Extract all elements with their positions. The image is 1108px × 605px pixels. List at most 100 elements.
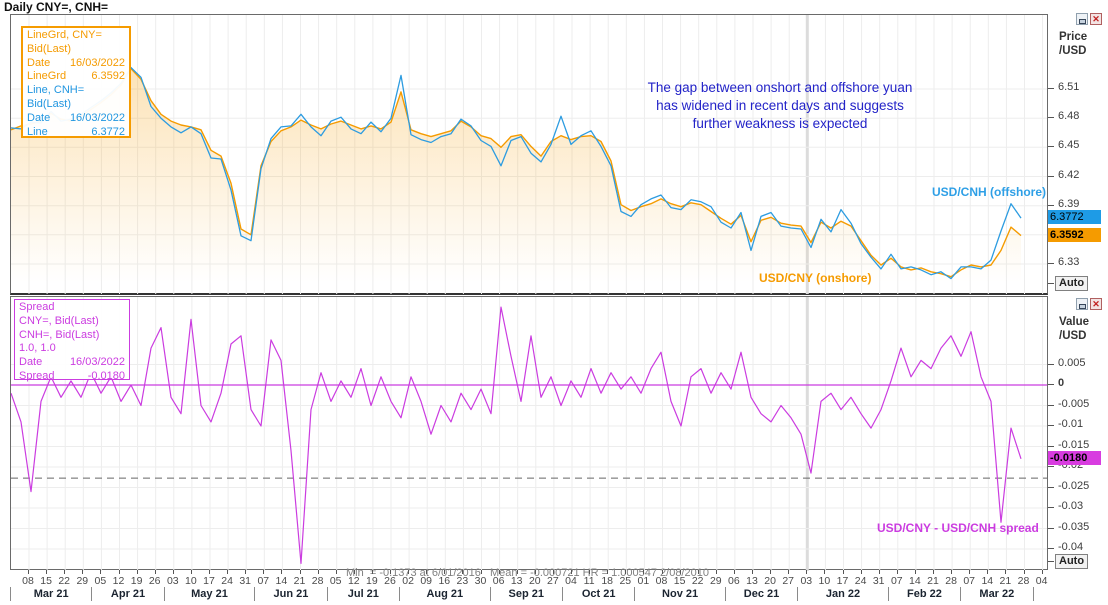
x-tick-mark bbox=[697, 570, 699, 574]
y-axis-label: -0.01 bbox=[1058, 418, 1084, 430]
legend-title: Spread bbox=[19, 301, 55, 313]
y-axis-label: 6.39 bbox=[1058, 197, 1080, 210]
price-chart-svg[interactable] bbox=[11, 15, 1047, 294]
x-day-label: 21 bbox=[293, 575, 306, 587]
x-tick-mark bbox=[100, 570, 102, 574]
x-day-label: 14 bbox=[909, 575, 921, 587]
x-day-label: 13 bbox=[510, 575, 523, 587]
x-tick-mark bbox=[661, 570, 663, 574]
legend-date-value: 16/03/2022 bbox=[69, 56, 125, 69]
x-month-label: Oct 21 bbox=[561, 587, 634, 601]
x-day-label: 28 bbox=[311, 575, 324, 587]
x-day-label: 06 bbox=[728, 575, 740, 587]
chart-title: Daily CNY=, CNH= bbox=[4, 0, 109, 14]
x-tick-mark bbox=[28, 570, 29, 574]
x-day-label: 28 bbox=[1017, 575, 1030, 587]
x-month-label: Dec 21 bbox=[724, 587, 797, 601]
close-panel-button[interactable]: ✕ bbox=[1090, 13, 1102, 25]
x-month-label: Nov 21 bbox=[634, 587, 725, 601]
y-axis-label: 6.51 bbox=[1058, 81, 1080, 93]
spread-legend[interactable]: Spread CNY=, Bid(Last) CNH=, Bid(Last) 1… bbox=[14, 299, 130, 382]
stats-line-1: Min = -0.1373 at 6/01/2016 Mean = -0.000… bbox=[346, 567, 709, 579]
x-day-label: 24 bbox=[221, 575, 233, 587]
legend-input2: CNH=, Bid(Last) bbox=[19, 328, 100, 341]
legend-date-label: Date bbox=[19, 356, 43, 369]
x-day-label: 28 bbox=[945, 575, 957, 587]
legend-value-label: LineGrd bbox=[27, 70, 67, 83]
y-axis-label: 6.42 bbox=[1058, 168, 1080, 181]
x-day-label: 15 bbox=[673, 575, 686, 587]
x-tick-mark bbox=[390, 570, 391, 574]
x-month-label: Sep 21 bbox=[489, 587, 562, 601]
x-tick-mark bbox=[1005, 570, 1007, 574]
x-tick-mark bbox=[788, 570, 790, 574]
axis-tick-mark bbox=[1048, 283, 1054, 284]
chart-annotation: The gap between onshort and offshore yua… bbox=[647, 80, 913, 131]
x-tick-mark bbox=[154, 570, 156, 574]
x-tick-mark bbox=[353, 570, 355, 574]
x-tick-mark bbox=[136, 570, 138, 574]
legend-series-cnh: Line, CNH= bbox=[27, 84, 85, 97]
x-tick-mark bbox=[46, 570, 48, 574]
axis-tick-mark bbox=[1048, 507, 1054, 508]
x-tick-mark bbox=[987, 570, 989, 574]
last-value-badge-spread: -0.0180 bbox=[1048, 450, 1101, 465]
price-legend[interactable]: LineGrd, CNY= Bid(Last) Date 16/03/2022 … bbox=[21, 26, 131, 138]
x-month-separator bbox=[1032, 587, 1034, 601]
x-tick-mark bbox=[299, 570, 301, 574]
last-price-badge-cnh: 6.3772 bbox=[1048, 210, 1101, 225]
x-tick-mark bbox=[534, 570, 536, 574]
spread-chart-svg[interactable] bbox=[11, 297, 1047, 571]
close-panel-button[interactable]: ✕ bbox=[1090, 298, 1102, 310]
axis-tick-mark bbox=[1048, 384, 1054, 385]
x-day-label: 05 bbox=[94, 575, 107, 587]
x-tick-mark bbox=[426, 570, 428, 574]
x-month-label: Jan 22 bbox=[797, 587, 888, 601]
minimize-icon bbox=[1079, 19, 1086, 24]
x-tick-mark bbox=[1023, 570, 1025, 574]
price-panel[interactable]: LineGrd, CNY= Bid(Last) Date 16/03/2022 … bbox=[10, 14, 1048, 295]
spread-statistics: Min = -0.1373 at 6/01/2016 Mean = -0.000… bbox=[346, 542, 709, 605]
x-day-label: 19 bbox=[130, 575, 143, 587]
legend-date-value: 16/03/2022 bbox=[69, 111, 125, 124]
axis-tick-mark bbox=[1048, 404, 1054, 406]
axis-tick-mark bbox=[1048, 117, 1054, 119]
y-axis-label: -0.03 bbox=[1058, 500, 1084, 512]
x-tick-mark bbox=[245, 570, 247, 574]
axis-tick-mark bbox=[1048, 175, 1054, 177]
x-day-label: 04 bbox=[1035, 575, 1048, 587]
minimize-panel-button[interactable] bbox=[1076, 298, 1088, 310]
legend-series-cny: LineGrd, CNY= bbox=[27, 29, 102, 41]
x-day-label: 17 bbox=[836, 575, 849, 587]
price-axis: ✕ Price /USD 6.516.486.456.426.396.366.3… bbox=[1048, 12, 1108, 295]
x-tick-mark bbox=[172, 570, 174, 574]
x-tick-mark bbox=[408, 570, 410, 574]
x-day-label: 29 bbox=[709, 575, 722, 587]
close-icon: ✕ bbox=[1092, 299, 1100, 309]
auto-scale-button-price[interactable]: Auto bbox=[1055, 276, 1089, 291]
minimize-panel-button[interactable] bbox=[1076, 13, 1088, 25]
x-day-label: 24 bbox=[854, 575, 867, 587]
x-tick-mark bbox=[552, 570, 554, 574]
x-tick-mark bbox=[263, 570, 265, 574]
x-day-label: 06 bbox=[492, 575, 505, 587]
legend-value: 6.3772 bbox=[91, 125, 125, 138]
axis-tick-mark bbox=[1048, 466, 1054, 467]
auto-scale-button-spread[interactable]: Auto bbox=[1055, 554, 1089, 569]
y-axis-label: 0 bbox=[1058, 377, 1065, 389]
axis-title: Price bbox=[1059, 31, 1088, 43]
x-tick-mark bbox=[969, 570, 971, 574]
x-day-label: 04 bbox=[565, 575, 577, 587]
axis-tick-mark bbox=[1048, 363, 1054, 365]
y-axis-label: -0.035 bbox=[1058, 520, 1090, 533]
spread-panel[interactable]: Spread CNY=, Bid(Last) CNH=, Bid(Last) 1… bbox=[10, 296, 1048, 605]
x-day-label: 08 bbox=[22, 575, 34, 587]
axis-title-unit: /USD bbox=[1059, 330, 1087, 342]
x-day-label: 23 bbox=[456, 575, 469, 587]
x-day-label: 31 bbox=[872, 575, 885, 587]
axis-tick-mark bbox=[1048, 204, 1054, 206]
x-day-label: 25 bbox=[619, 575, 632, 587]
y-axis-label: 0.005 bbox=[1058, 356, 1086, 369]
legend-value-row-cnh: Line 6.3772 bbox=[27, 126, 125, 140]
legend-date-row-cnh: Date 16/03/2022 bbox=[27, 112, 125, 126]
